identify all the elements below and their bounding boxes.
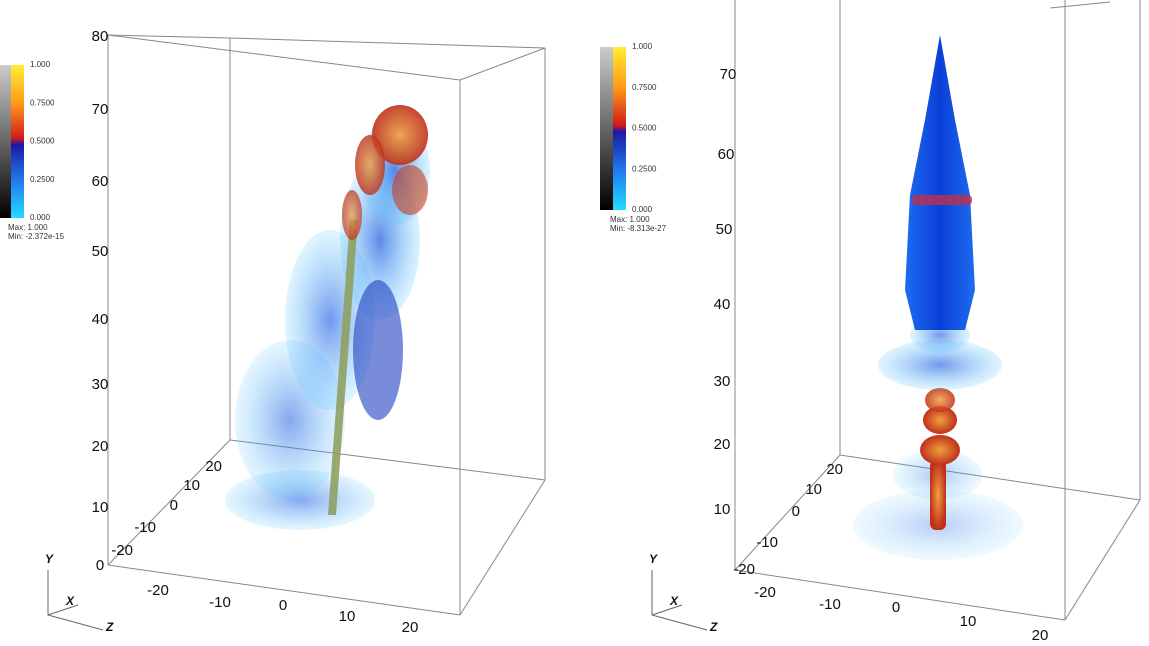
colorbar-label: 0.7500 — [632, 83, 657, 92]
x-tick-label: 0 — [892, 599, 900, 616]
colorbar-label: 0.7500 — [30, 98, 55, 107]
z-tick-label: -10 — [756, 534, 778, 551]
colorbar-label: 0.000 — [30, 213, 51, 222]
volume-rendering — [225, 105, 430, 530]
colorbar-label: 0.2500 — [30, 175, 55, 184]
colorbar-min: Min: -8.313e-27 — [610, 224, 667, 233]
colorbar-label: 0.5000 — [632, 124, 657, 133]
y-tick-label: 30 — [714, 373, 731, 390]
y-tick-label: 20 — [714, 436, 731, 453]
z-tick-label: 0 — [792, 503, 800, 520]
y-tick-label: 70 — [92, 101, 109, 118]
z-tick-label: 20 — [826, 461, 843, 478]
y-tick-label: 80 — [92, 28, 109, 45]
y-tick-label: 30 — [92, 376, 109, 393]
z-tick-label: 0 — [170, 497, 178, 514]
x-tick-label: 0 — [279, 597, 287, 614]
colorbar-label: 1.000 — [632, 42, 653, 51]
x-tick-label: 20 — [1032, 627, 1049, 644]
x-tick-label: -10 — [819, 596, 841, 613]
opacity-ramp — [0, 65, 11, 218]
z-tick-label: 10 — [805, 481, 822, 498]
axis-label-y: Y — [649, 552, 658, 566]
x-tick-label: -20 — [754, 584, 776, 601]
x-tick-label: 20 — [402, 619, 419, 636]
x-tick-label: 10 — [960, 613, 977, 630]
y-tick-label: 0 — [96, 557, 104, 574]
colorbar-label: 0.000 — [632, 205, 653, 214]
y-tick-label: 50 — [716, 221, 733, 238]
z-tick-label: 20 — [205, 458, 222, 475]
y-tick-label: 40 — [92, 311, 109, 328]
figure: 1.0000.75000.50000.25000.000Max: 1.000Mi… — [0, 0, 1149, 646]
colorbar-label: 0.2500 — [632, 164, 657, 173]
volume-rendering — [853, 35, 1023, 560]
y-tick-label: 20 — [92, 438, 109, 455]
colorbar-label: 0.5000 — [30, 137, 55, 146]
axis-triad — [652, 570, 707, 630]
axis-label-z: Z — [709, 620, 718, 634]
z-tick-label: 10 — [183, 477, 200, 494]
axis-label-x: X — [669, 594, 679, 608]
colorbar — [10, 65, 24, 218]
axis-label-x: X — [65, 594, 75, 608]
y-tick-label: 70 — [720, 66, 737, 83]
z-tick-label: -20 — [733, 561, 755, 578]
z-tick-label: -10 — [134, 519, 156, 536]
colorbar-label: 1.000 — [30, 60, 51, 69]
axis-label-y: Y — [45, 552, 54, 566]
x-tick-label: -20 — [147, 582, 169, 599]
y-tick-label: 40 — [714, 296, 731, 313]
y-tick-label: 10 — [92, 499, 109, 516]
z-tick-label: -20 — [111, 542, 133, 559]
y-tick-label: 10 — [714, 501, 731, 518]
y-tick-label: 60 — [92, 173, 109, 190]
x-tick-label: -10 — [209, 594, 231, 611]
colorbar-min: Min: -2.372e-15 — [8, 232, 65, 241]
axis-triad — [48, 570, 103, 630]
colorbar — [612, 47, 626, 210]
axis-label-z: Z — [105, 620, 114, 634]
opacity-ramp — [600, 47, 613, 210]
y-tick-label: 60 — [718, 146, 735, 163]
colorbar-max: Max: 1.000 — [8, 223, 48, 232]
colorbar-max: Max: 1.000 — [610, 215, 650, 224]
y-tick-label: 50 — [92, 243, 109, 260]
x-tick-label: 10 — [339, 608, 356, 625]
